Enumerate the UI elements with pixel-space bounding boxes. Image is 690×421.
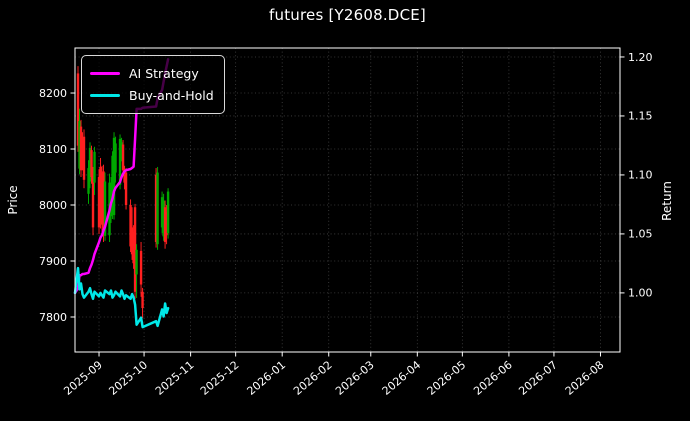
buy-and-hold-label: Buy-and-Hold bbox=[129, 87, 214, 103]
svg-text:2026-02: 2026-02 bbox=[291, 358, 335, 398]
svg-text:2026-04: 2026-04 bbox=[380, 358, 424, 398]
svg-text:1.10: 1.10 bbox=[628, 169, 653, 182]
svg-text:1.05: 1.05 bbox=[628, 228, 653, 241]
legend-item-ai-strategy: AI Strategy bbox=[90, 62, 216, 84]
svg-text:1.20: 1.20 bbox=[628, 51, 653, 64]
ai-strategy-label: AI Strategy bbox=[129, 65, 199, 81]
svg-text:8100: 8100 bbox=[39, 143, 67, 156]
svg-text:2026-01: 2026-01 bbox=[245, 358, 289, 398]
svg-text:8000: 8000 bbox=[39, 199, 67, 212]
svg-text:1.00: 1.00 bbox=[628, 287, 653, 300]
chart-title: futures [Y2608.DCE] bbox=[269, 6, 426, 24]
right-axis-label: Return bbox=[660, 181, 674, 221]
svg-text:2025-11: 2025-11 bbox=[153, 358, 197, 398]
svg-text:8200: 8200 bbox=[39, 87, 67, 100]
svg-text:1.15: 1.15 bbox=[628, 110, 653, 123]
svg-text:7800: 7800 bbox=[39, 311, 67, 324]
svg-text:2025-12: 2025-12 bbox=[198, 358, 242, 398]
svg-text:2026-07: 2026-07 bbox=[516, 358, 560, 398]
svg-text:2026-06: 2026-06 bbox=[471, 358, 515, 398]
svg-text:7900: 7900 bbox=[39, 255, 67, 268]
svg-text:2025-09: 2025-09 bbox=[61, 358, 105, 398]
candles-layer bbox=[76, 66, 170, 319]
ai-strategy-line-swatch bbox=[90, 71, 120, 75]
svg-text:2026-03: 2026-03 bbox=[333, 358, 377, 398]
svg-text:2026-05: 2026-05 bbox=[425, 358, 469, 398]
buy-and-hold-line-swatch bbox=[90, 93, 120, 97]
svg-text:2025-10: 2025-10 bbox=[106, 358, 150, 398]
legend-item-buy-and-hold: Buy-and-Hold bbox=[90, 84, 216, 106]
left-axis-label: Price bbox=[6, 185, 20, 215]
legend: AI Strategy Buy-and-Hold bbox=[81, 55, 225, 114]
svg-text:2026-08: 2026-08 bbox=[563, 358, 607, 398]
